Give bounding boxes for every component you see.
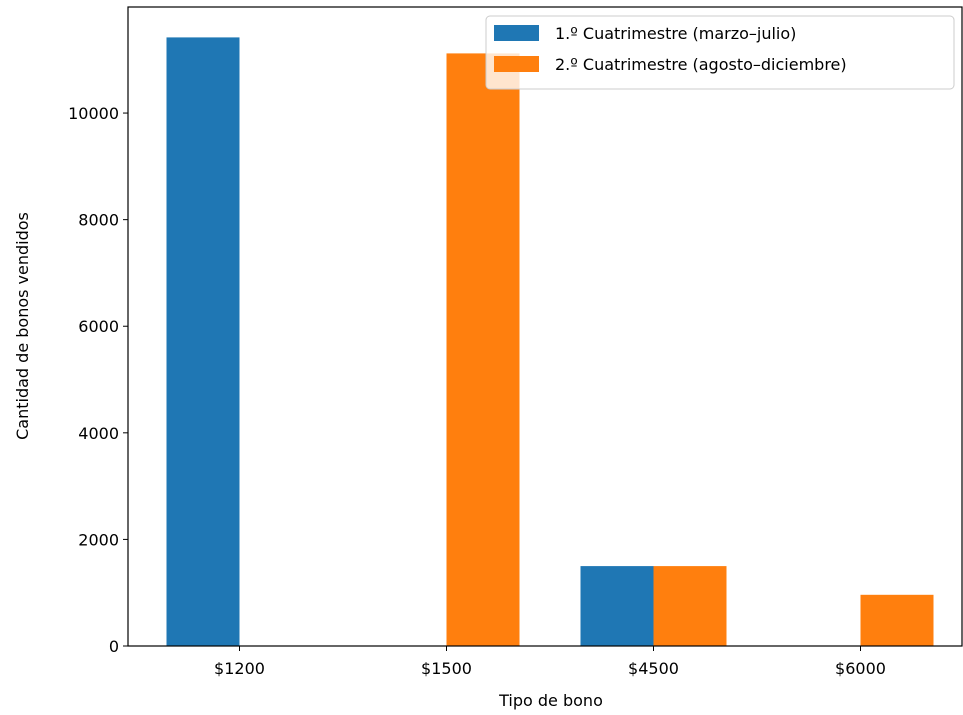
x-tick-label: $6000 xyxy=(835,659,886,678)
bar-1-1 xyxy=(166,37,240,646)
x-tick-label: $1500 xyxy=(421,659,472,678)
y-tick-label: 0 xyxy=(109,637,119,656)
x-axis-label: Tipo de bono xyxy=(498,691,603,710)
bars-group xyxy=(166,37,934,646)
bar-2-4 xyxy=(860,594,934,646)
legend: 1.º Cuatrimestre (marzo–julio) 2.º Cuatri… xyxy=(485,15,955,90)
y-tick-label: 2000 xyxy=(78,530,119,549)
bar-2-3 xyxy=(653,566,727,646)
y-tick-label: 4000 xyxy=(78,424,119,443)
legend-label-2: 2.º Cuatrimestre (agosto–diciembre) xyxy=(555,55,847,74)
legend-label-1: 1.º Cuatrimestre (marzo–julio) xyxy=(555,24,796,43)
bar-2-2 xyxy=(446,53,520,646)
y-tick-label: 6000 xyxy=(78,317,119,336)
x-tick-label: $4500 xyxy=(628,659,679,678)
legend-box xyxy=(485,15,955,90)
bar-1-3 xyxy=(580,566,654,646)
legend-swatch-2 xyxy=(494,56,539,72)
legend-swatch-1 xyxy=(494,25,539,41)
y-tick-label: 10000 xyxy=(68,104,119,123)
y-axis: 0 2000 4000 6000 8000 10000 xyxy=(68,104,128,656)
x-axis: $1200 $1500 $4500 $6000 xyxy=(214,646,886,678)
y-tick-label: 8000 xyxy=(78,211,119,230)
x-tick-label: $1200 xyxy=(214,659,265,678)
y-axis-label: Cantidad de bonos vendidos xyxy=(13,212,32,440)
